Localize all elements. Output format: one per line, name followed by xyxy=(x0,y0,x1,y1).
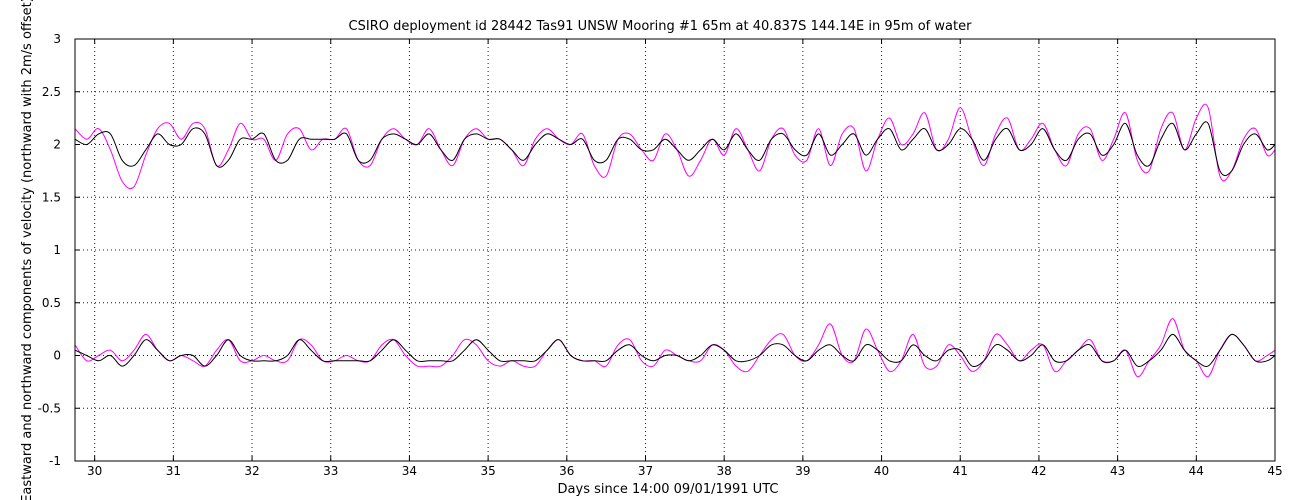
series-group xyxy=(74,103,1276,378)
x-tick-label: 40 xyxy=(874,464,889,478)
x-tick-label: 45 xyxy=(1267,464,1282,478)
x-tick-label: 39 xyxy=(795,464,810,478)
x-tick-label: 34 xyxy=(402,464,417,478)
ticks xyxy=(75,38,1276,462)
y-tick-label: 2 xyxy=(53,138,61,152)
y-tick-label: 0.5 xyxy=(42,296,61,310)
series-line-eastward-filtered xyxy=(74,333,1276,368)
x-axis-title: Days since 14:00 09/01/1991 UTC xyxy=(558,482,779,497)
y-tick-label: -0.5 xyxy=(38,401,61,415)
chart-title: CSIRO deployment id 28442 Tas91 UNSW Moo… xyxy=(349,19,973,34)
y-tick-label: -1 xyxy=(49,454,61,468)
x-tick-label: 33 xyxy=(323,464,338,478)
y-tick-label: 1.5 xyxy=(42,190,61,204)
x-tick-label: 44 xyxy=(1189,464,1204,478)
y-tick-label: 1 xyxy=(53,243,61,257)
y-tick-label: 0 xyxy=(53,349,61,363)
x-tick-label: 41 xyxy=(953,464,968,478)
x-tick-label: 42 xyxy=(1031,464,1046,478)
y-tick-label: 2.5 xyxy=(42,85,61,99)
x-tick-label: 31 xyxy=(166,464,181,478)
series-line-northward-filtered-offset-2 xyxy=(74,121,1276,177)
y-tick-labels: -1 -0.5 0 0.5 1 1.5 2 2.5 3 xyxy=(38,32,61,468)
x-tick-label: 38 xyxy=(717,464,732,478)
x-tick-label: 30 xyxy=(87,464,102,478)
x-tick-label: 37 xyxy=(638,464,653,478)
x-tick-label: 35 xyxy=(480,464,495,478)
x-tick-label: 36 xyxy=(559,464,574,478)
x-tick-label: 32 xyxy=(244,464,259,478)
x-tick-label: 43 xyxy=(1110,464,1125,478)
x-tick-labels: 30 31 32 33 34 35 36 37 38 39 40 41 42 43 44 45 xyxy=(87,464,1283,478)
y-axis-title: Eastward and northward components of vel… xyxy=(20,0,35,500)
y-tick-label: 3 xyxy=(53,32,61,46)
